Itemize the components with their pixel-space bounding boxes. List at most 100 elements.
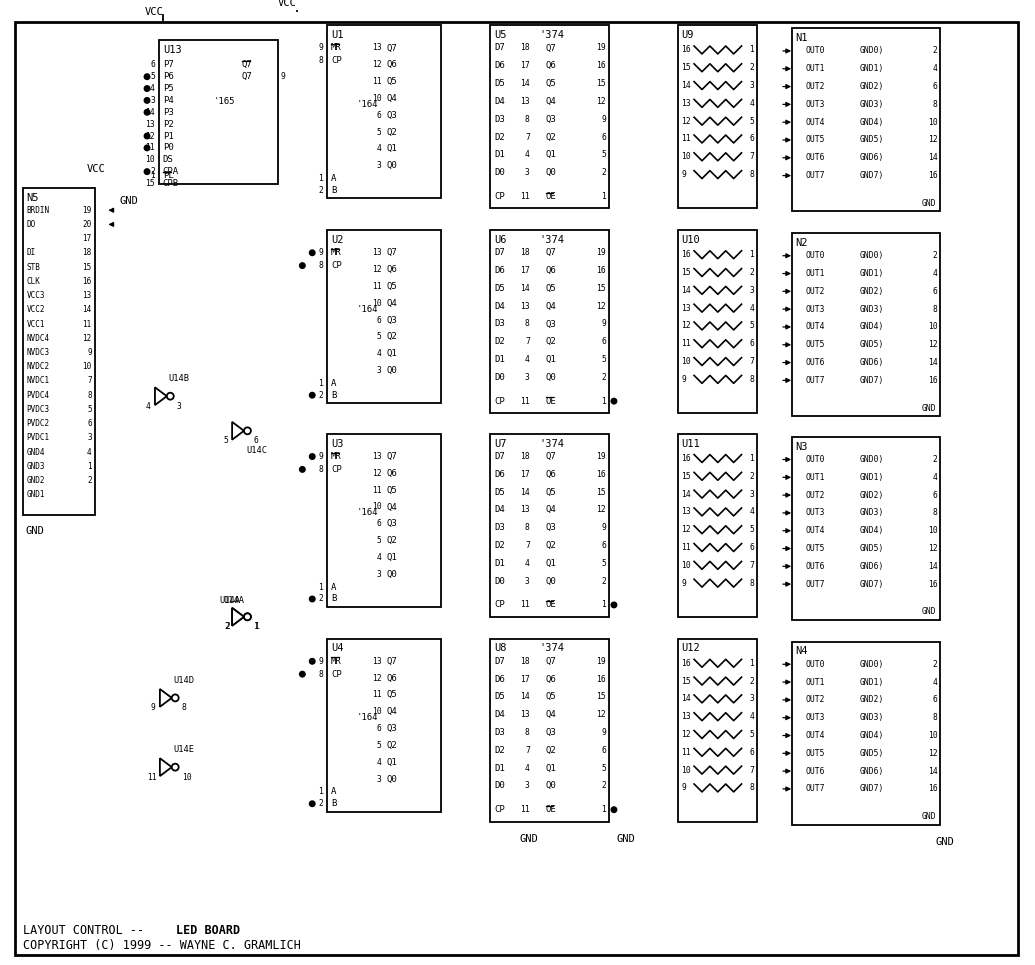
Circle shape	[309, 250, 315, 256]
Text: 7: 7	[749, 561, 755, 570]
Text: 8: 8	[318, 465, 323, 474]
Text: 2: 2	[933, 660, 938, 669]
Text: 9: 9	[318, 452, 323, 461]
Text: 10: 10	[927, 118, 938, 126]
Text: OUT2: OUT2	[806, 696, 825, 704]
Text: OUT3: OUT3	[806, 305, 825, 314]
Text: 10: 10	[372, 299, 382, 308]
Text: 6: 6	[601, 541, 607, 550]
Text: 2: 2	[226, 622, 230, 631]
Text: 6: 6	[749, 543, 755, 552]
Text: D7: D7	[495, 43, 505, 52]
Text: 9: 9	[151, 703, 156, 712]
Text: Q2: Q2	[545, 132, 557, 142]
Text: GND5): GND5)	[859, 544, 884, 553]
Text: 14: 14	[927, 153, 938, 162]
Text: 7: 7	[749, 152, 755, 161]
Text: 5: 5	[224, 436, 228, 445]
Text: OUT7: OUT7	[806, 375, 825, 385]
Text: 7: 7	[749, 765, 755, 775]
Text: Q7: Q7	[545, 452, 557, 461]
Text: 2: 2	[601, 577, 607, 586]
Text: U1: U1	[331, 30, 344, 41]
Text: D3: D3	[495, 728, 505, 737]
Text: Q6: Q6	[386, 60, 397, 69]
Text: 14: 14	[681, 81, 691, 90]
Text: 10: 10	[372, 707, 382, 716]
Text: 14: 14	[681, 489, 691, 499]
Text: 8: 8	[318, 670, 323, 678]
Text: 19: 19	[596, 43, 607, 52]
Text: 7: 7	[87, 376, 92, 385]
Bar	[327, 434, 441, 607]
Text: D3: D3	[495, 115, 505, 124]
Text: 7: 7	[525, 132, 530, 142]
Text: 8: 8	[749, 170, 755, 179]
Text: 3: 3	[377, 366, 382, 375]
Bar	[327, 230, 441, 403]
Bar	[491, 230, 609, 413]
Circle shape	[309, 393, 315, 398]
Text: 2: 2	[933, 455, 938, 464]
Text: GND0): GND0)	[859, 46, 884, 55]
Text: 15: 15	[596, 79, 607, 88]
Text: 4: 4	[749, 508, 755, 516]
Text: '374: '374	[540, 30, 565, 41]
Text: 10: 10	[681, 357, 691, 366]
Text: D6: D6	[495, 266, 505, 275]
Text: 8: 8	[87, 391, 92, 400]
Text: Q4: Q4	[386, 503, 397, 511]
Text: 4: 4	[933, 473, 938, 482]
Text: 3: 3	[525, 372, 530, 382]
Text: 13: 13	[83, 291, 92, 300]
Text: 15: 15	[681, 268, 691, 277]
Text: 1: 1	[318, 174, 323, 183]
Text: 6: 6	[377, 519, 382, 528]
Text: 2: 2	[933, 251, 938, 261]
Text: 14: 14	[927, 562, 938, 571]
Text: Q7: Q7	[386, 248, 397, 258]
Text: Q6: Q6	[545, 470, 557, 479]
Text: 10: 10	[372, 94, 382, 103]
Text: NVDC2: NVDC2	[26, 362, 50, 372]
Text: 9: 9	[681, 170, 686, 179]
Text: 4: 4	[933, 65, 938, 73]
Text: 19: 19	[83, 206, 92, 215]
Text: 16: 16	[596, 62, 607, 70]
Text: GND: GND	[922, 813, 937, 821]
Text: 12: 12	[145, 131, 155, 141]
Text: 2: 2	[87, 476, 92, 485]
Text: 8: 8	[525, 319, 530, 328]
Text: '374: '374	[540, 439, 565, 449]
Text: 9: 9	[318, 43, 323, 52]
Text: OUT2: OUT2	[806, 490, 825, 500]
Text: 12: 12	[681, 525, 691, 535]
Text: 3: 3	[525, 168, 530, 178]
Text: 12: 12	[372, 469, 382, 478]
Text: N1: N1	[795, 33, 807, 43]
Text: GND2): GND2)	[859, 696, 884, 704]
Bar	[491, 434, 609, 617]
Text: 8: 8	[749, 374, 755, 384]
Text: 14: 14	[521, 693, 530, 702]
Text: CP: CP	[331, 670, 342, 678]
Bar	[792, 642, 941, 824]
Text: 12: 12	[372, 60, 382, 69]
Text: VCC1: VCC1	[26, 319, 45, 328]
Text: GND5): GND5)	[859, 749, 884, 758]
Text: 14: 14	[681, 695, 691, 703]
Text: 13: 13	[521, 710, 530, 719]
Text: 13: 13	[521, 506, 530, 514]
Text: B: B	[331, 799, 336, 809]
Text: 8: 8	[525, 523, 530, 533]
Text: 1: 1	[749, 45, 755, 54]
Text: GND4): GND4)	[859, 322, 884, 331]
Text: NVDC4: NVDC4	[26, 334, 50, 343]
Text: Q7: Q7	[242, 60, 253, 69]
Text: 11: 11	[681, 543, 691, 552]
Text: 1: 1	[87, 462, 92, 471]
Text: Q7: Q7	[386, 657, 397, 666]
Text: MR: MR	[331, 657, 342, 666]
Text: Q6: Q6	[386, 265, 397, 274]
Text: DS: DS	[162, 155, 174, 164]
